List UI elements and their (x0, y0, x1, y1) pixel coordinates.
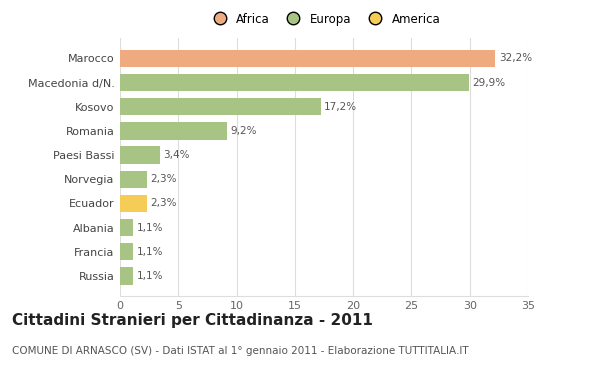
Text: 1,1%: 1,1% (136, 223, 163, 233)
Bar (120, 171, 147, 188)
Bar (120, 122, 227, 139)
Bar (120, 243, 133, 260)
Bar (120, 98, 320, 116)
Text: 32,2%: 32,2% (499, 54, 532, 63)
Text: 2,3%: 2,3% (151, 174, 177, 184)
Text: 17,2%: 17,2% (324, 102, 357, 112)
Text: 3,4%: 3,4% (163, 150, 190, 160)
Text: 1,1%: 1,1% (136, 247, 163, 257)
Text: 2,3%: 2,3% (151, 198, 177, 209)
Text: 9,2%: 9,2% (231, 126, 257, 136)
Bar (120, 74, 469, 91)
Text: COMUNE DI ARNASCO (SV) - Dati ISTAT al 1° gennaio 2011 - Elaborazione TUTTITALIA: COMUNE DI ARNASCO (SV) - Dati ISTAT al 1… (12, 346, 469, 356)
Bar (120, 146, 160, 164)
Bar (120, 267, 133, 285)
Legend: Africa, Europa, America: Africa, Europa, America (203, 8, 445, 30)
Bar (120, 195, 147, 212)
Text: 1,1%: 1,1% (136, 271, 163, 281)
Text: Cittadini Stranieri per Cittadinanza - 2011: Cittadini Stranieri per Cittadinanza - 2… (12, 314, 373, 328)
Bar (120, 50, 496, 67)
Bar (120, 219, 133, 236)
Text: 29,9%: 29,9% (472, 78, 505, 88)
